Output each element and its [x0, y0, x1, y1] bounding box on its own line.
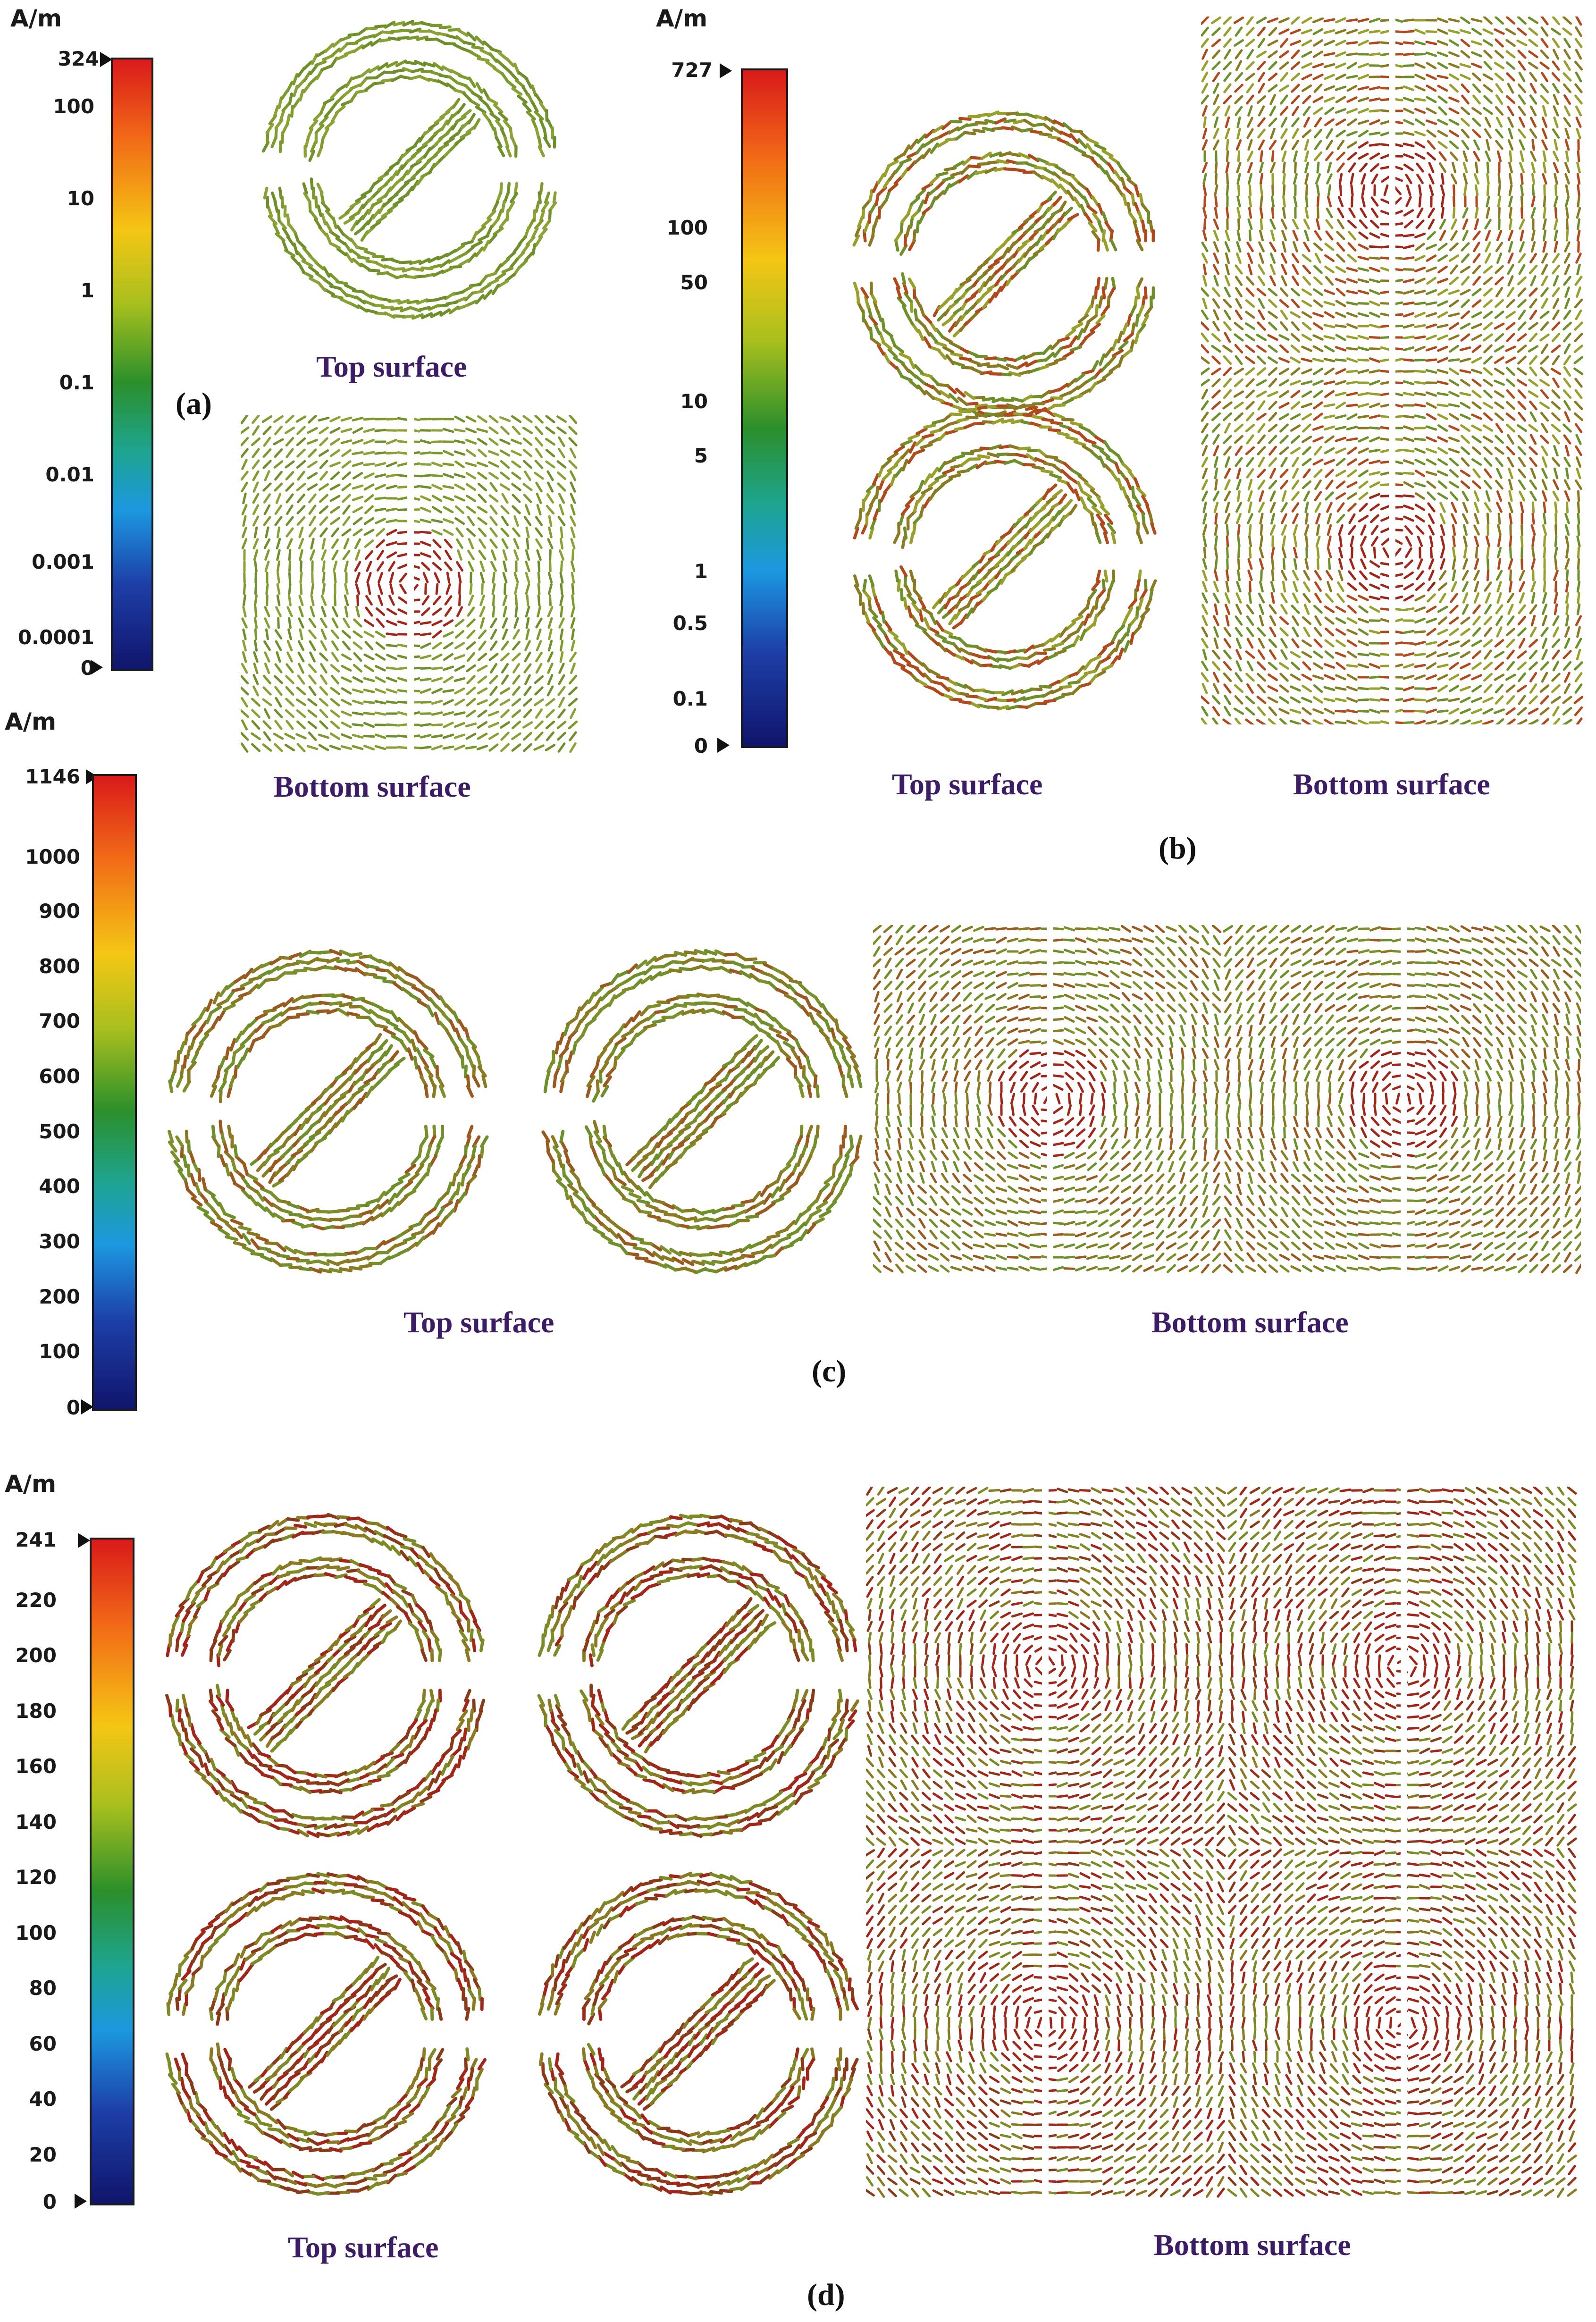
- max-pointer-icon: [78, 1533, 90, 1548]
- colorbar-min-b: 0: [694, 734, 708, 757]
- colorbar-min-a: 0: [80, 656, 94, 680]
- tick-label: 220: [15, 1589, 57, 1612]
- panel-label-a: (a): [176, 387, 212, 421]
- tick-label: 100: [666, 216, 708, 239]
- tick-label: 100: [39, 1340, 80, 1363]
- tick-label: 800: [39, 955, 80, 978]
- ground-plane-field: [241, 415, 578, 755]
- min-pointer-icon: [81, 1399, 93, 1414]
- tick-label: 700: [39, 1010, 80, 1033]
- tick-label: 0.01: [45, 463, 94, 486]
- min-pointer-icon: [717, 738, 730, 753]
- top-surface-b1: [835, 94, 1175, 434]
- ring-resonator-field: [538, 1871, 859, 2196]
- colorbar-max-b: 727: [671, 59, 713, 82]
- bottom-surface-b: [1201, 17, 1583, 724]
- tick-label: 1000: [25, 845, 80, 868]
- colorbar-max-d: 241: [15, 1528, 57, 1551]
- min-pointer-icon: [75, 2194, 87, 2209]
- caption-bottom-c: Bottom surface: [1151, 1305, 1349, 1339]
- top-surface-d3: [146, 1855, 505, 2213]
- max-pointer-icon: [100, 52, 112, 67]
- ring-resonator-field: [165, 1513, 486, 1838]
- caption-top-d: Top surface: [288, 2230, 439, 2264]
- tick-label: 900: [39, 900, 80, 923]
- tick-label: 160: [15, 1755, 57, 1778]
- top-surface-c2: [524, 932, 882, 1291]
- tick-label: 100: [15, 1921, 57, 1944]
- ground-plane-field: [1201, 17, 1583, 724]
- top-surface-d4: [519, 1855, 878, 2213]
- tick-label: 400: [39, 1175, 80, 1198]
- tick-label: 5: [694, 444, 708, 467]
- panel-label-c: (c): [812, 1354, 847, 1388]
- tick-label: 10: [67, 187, 94, 210]
- ring-resonator-field: [537, 1514, 859, 1838]
- bottom-surface-c: [873, 925, 1581, 1274]
- ring-resonator-field: [168, 949, 489, 1274]
- top-surface-b2: [835, 387, 1175, 727]
- tick-label: 500: [39, 1120, 80, 1143]
- tick-label: 100: [53, 95, 94, 118]
- unit-label-b: A/m: [656, 5, 708, 32]
- min-pointer-icon: [91, 660, 103, 675]
- bottom-surface-a: [241, 415, 580, 755]
- ground-plane-field: [866, 1487, 1577, 2204]
- colorbar-d: [90, 1538, 134, 2205]
- tick-label: 20: [29, 2143, 57, 2166]
- caption-top-b: Top surface: [892, 767, 1043, 801]
- colorbar-max-a: 324: [58, 47, 99, 70]
- caption-top-c: Top surface: [403, 1305, 554, 1339]
- colorbar-max-c: 1146: [25, 765, 80, 788]
- ring-resonator-field: [165, 1872, 487, 2196]
- tick-label: 0.1: [59, 371, 94, 394]
- tick-label: 0.1: [672, 687, 708, 710]
- colorbar-min-d: 0: [42, 2190, 57, 2213]
- tick-label: 140: [15, 1810, 57, 1834]
- top-surface-d1: [146, 1496, 505, 1855]
- tick-label: 600: [39, 1065, 80, 1088]
- ring-resonator-field: [541, 949, 863, 1275]
- ring-resonator-field: [852, 110, 1155, 418]
- top-surface-d2: [519, 1496, 878, 1855]
- tick-label: 40: [29, 2087, 57, 2111]
- ground-plane-field: [873, 925, 1581, 1274]
- colorbar-a: [111, 58, 153, 671]
- tick-label: 200: [39, 1285, 80, 1308]
- caption-bottom-d: Bottom surface: [1154, 2228, 1351, 2262]
- tick-label: 120: [15, 1866, 57, 1889]
- caption-top-a: Top surface: [316, 350, 467, 383]
- caption-bottom-a: Bottom surface: [274, 770, 471, 803]
- tick-label: 180: [15, 1699, 57, 1723]
- caption-bottom-b: Bottom surface: [1293, 767, 1490, 801]
- bottom-surface-d: [866, 1487, 1583, 2204]
- top-surface-a: [245, 5, 576, 335]
- unit-label-c: A/m: [5, 708, 57, 735]
- panel-label-b: (b): [1159, 831, 1197, 866]
- ring-resonator-field: [853, 403, 1157, 711]
- unit-label-a: A/m: [10, 5, 62, 32]
- max-pointer-icon: [720, 63, 732, 78]
- panel-label-d: (d): [807, 2278, 845, 2312]
- ring-resonator-field: [261, 19, 557, 320]
- tick-label: 1: [694, 560, 708, 583]
- colorbar-min-c: 0: [66, 1396, 80, 1419]
- tick-label: 200: [15, 1644, 57, 1667]
- tick-label: 60: [29, 2032, 57, 2055]
- tick-label: 1: [80, 279, 94, 302]
- colorbar-c: [92, 774, 137, 1411]
- tick-label: 0.0001: [17, 626, 94, 649]
- tick-label: 0.5: [672, 612, 708, 635]
- colorbar-b: [741, 68, 788, 748]
- tick-label: 300: [39, 1230, 80, 1253]
- tick-label: 10: [680, 390, 708, 413]
- unit-label-d: A/m: [5, 1470, 57, 1498]
- top-surface-c1: [149, 932, 507, 1291]
- tick-label: 0.001: [32, 550, 94, 573]
- tick-label: 50: [680, 271, 708, 294]
- tick-label: 80: [29, 1977, 57, 2000]
